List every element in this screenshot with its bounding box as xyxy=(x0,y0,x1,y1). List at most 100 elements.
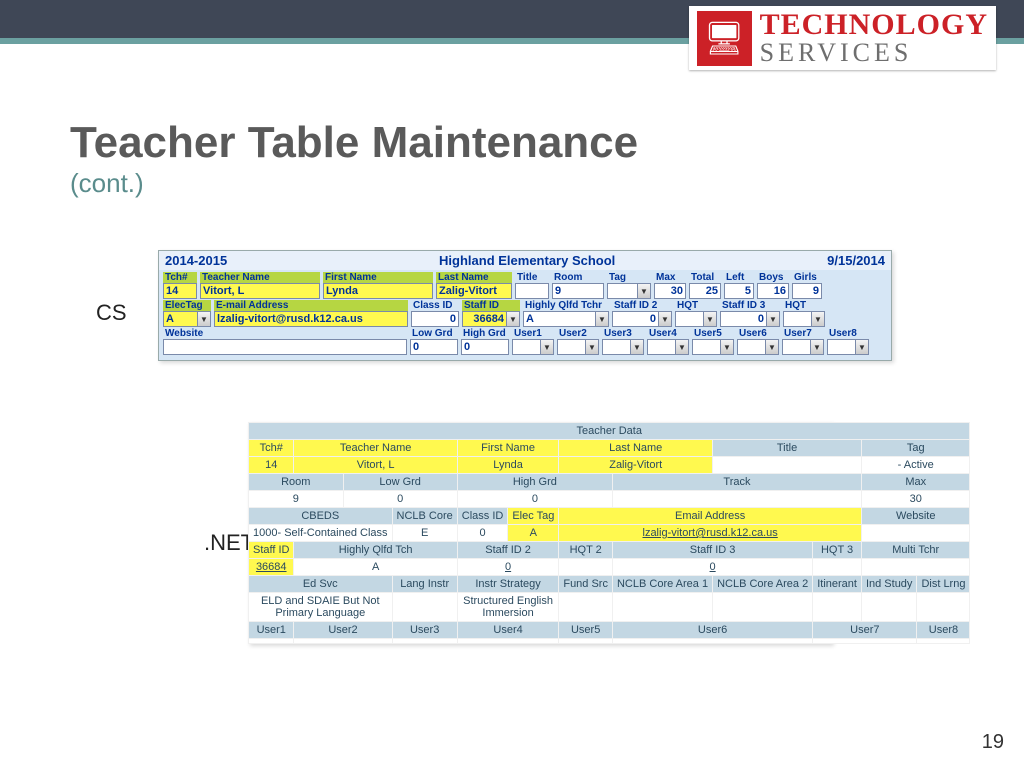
dd-hqt3[interactable]: ▼ xyxy=(811,311,825,327)
inp-hqt3[interactable] xyxy=(783,311,811,327)
inp-boys[interactable] xyxy=(757,283,789,299)
nv-nc1 xyxy=(612,593,712,622)
nv-email[interactable]: lzalig-vitort@rusd.k12.ca.us xyxy=(559,525,862,542)
dd-electag[interactable]: ▼ xyxy=(197,311,211,327)
dd-u3[interactable]: ▼ xyxy=(630,339,644,355)
dd-staffid2[interactable]: ▼ xyxy=(658,311,672,327)
nv-ind xyxy=(861,593,916,622)
nh-itin: Itinerant xyxy=(813,576,862,593)
page-number: 19 xyxy=(982,731,1004,754)
inp-electag[interactable] xyxy=(163,311,197,327)
nv-dist xyxy=(917,593,970,622)
nh-hqt3: HQT 3 xyxy=(813,542,862,559)
dd-u5[interactable]: ▼ xyxy=(720,339,734,355)
inp-tname[interactable] xyxy=(200,283,320,299)
nh-tag: Tag xyxy=(861,440,970,457)
inp-tch[interactable] xyxy=(163,283,197,299)
lbl-u6: User6 xyxy=(737,328,779,339)
nv-itin xyxy=(813,593,862,622)
inp-staffid[interactable] xyxy=(462,311,506,327)
inp-u3[interactable] xyxy=(602,339,630,355)
lbl-room: Room xyxy=(552,272,604,283)
dd-u4[interactable]: ▼ xyxy=(675,339,689,355)
dd-u7[interactable]: ▼ xyxy=(810,339,824,355)
nv-u1 xyxy=(249,639,294,644)
nv-nclb: E xyxy=(392,525,457,542)
inp-tag[interactable] xyxy=(607,283,637,299)
nh-title: Title xyxy=(713,440,862,457)
nh-fund: Fund Src xyxy=(559,576,613,593)
nh-low: Low Grd xyxy=(343,474,457,491)
inp-u1[interactable] xyxy=(512,339,540,355)
inp-title[interactable] xyxy=(515,283,549,299)
inp-classid[interactable] xyxy=(411,311,459,327)
inp-u2[interactable] xyxy=(557,339,585,355)
dd-u6[interactable]: ▼ xyxy=(765,339,779,355)
nv-website xyxy=(861,525,970,542)
nh-fname: First Name xyxy=(457,440,559,457)
nh-tname: Teacher Name xyxy=(294,440,457,457)
dd-staffid3[interactable]: ▼ xyxy=(766,311,780,327)
inp-girls[interactable] xyxy=(792,283,822,299)
inp-website[interactable] xyxy=(163,339,407,355)
dd-tag[interactable]: ▼ xyxy=(637,283,651,299)
dd-u1[interactable]: ▼ xyxy=(540,339,554,355)
inp-hqt2[interactable] xyxy=(675,311,703,327)
lbl-tag: Tag xyxy=(607,272,651,283)
dd-hqt2[interactable]: ▼ xyxy=(703,311,717,327)
lbl-boys: Boys xyxy=(757,272,789,283)
inp-lowgrd[interactable] xyxy=(410,339,458,355)
lbl-hqt3: HQT xyxy=(783,300,825,311)
nh-staffid: Staff ID xyxy=(249,542,294,559)
nh-hqt2: HQT 2 xyxy=(559,542,613,559)
nv-staffid3[interactable]: 0 xyxy=(612,559,812,576)
nh-room: Room xyxy=(249,474,344,491)
nv-staffid[interactable]: 36684 xyxy=(249,559,294,576)
lbl-girls: Girls xyxy=(792,272,822,283)
dd-hqt[interactable]: ▼ xyxy=(595,311,609,327)
computer-icon: 🖥 xyxy=(697,11,752,66)
inp-u4[interactable] xyxy=(647,339,675,355)
inp-left[interactable] xyxy=(724,283,754,299)
cs-year: 2014-2015 xyxy=(165,253,227,268)
inp-lname[interactable] xyxy=(436,283,512,299)
logo-line1: TECHNOLOGY xyxy=(760,10,988,40)
nh-max: Max xyxy=(861,474,970,491)
inp-max[interactable] xyxy=(654,283,686,299)
lbl-u5: User5 xyxy=(692,328,734,339)
cs-header: 2014-2015 Highland Elementary School 9/1… xyxy=(159,251,891,270)
nv-fname: Lynda xyxy=(457,457,559,474)
nv-track xyxy=(612,491,861,508)
lbl-website: Website xyxy=(163,328,407,339)
nv-title xyxy=(713,457,862,474)
inp-staffid2[interactable] xyxy=(612,311,658,327)
lbl-highgrd: High Grd xyxy=(461,328,509,339)
lbl-u8: User8 xyxy=(827,328,869,339)
nv-staffid2[interactable]: 0 xyxy=(457,559,559,576)
inp-email[interactable] xyxy=(214,311,408,327)
inp-u6[interactable] xyxy=(737,339,765,355)
nv-u5 xyxy=(559,639,613,644)
nv-classid: 0 xyxy=(457,525,508,542)
nv-electag: A xyxy=(508,525,559,542)
dd-u8[interactable]: ▼ xyxy=(855,339,869,355)
nv-multi xyxy=(861,559,970,576)
inp-highgrd[interactable] xyxy=(461,339,509,355)
inp-hqt[interactable] xyxy=(523,311,595,327)
nh-u8: User8 xyxy=(917,622,970,639)
dd-u2[interactable]: ▼ xyxy=(585,339,599,355)
inp-staffid3[interactable] xyxy=(720,311,766,327)
inp-room[interactable] xyxy=(552,283,604,299)
nh-edsvc: Ed Svc xyxy=(249,576,393,593)
nv-fund xyxy=(559,593,613,622)
lbl-max: Max xyxy=(654,272,686,283)
dd-staffid[interactable]: ▼ xyxy=(506,311,520,327)
inp-u7[interactable] xyxy=(782,339,810,355)
inp-total[interactable] xyxy=(689,283,721,299)
lbl-hqt2: HQT xyxy=(675,300,717,311)
inp-fname[interactable] xyxy=(323,283,433,299)
nv-tname: Vitort, L xyxy=(294,457,457,474)
nh-electag: Elec Tag xyxy=(508,508,559,525)
inp-u8[interactable] xyxy=(827,339,855,355)
inp-u5[interactable] xyxy=(692,339,720,355)
